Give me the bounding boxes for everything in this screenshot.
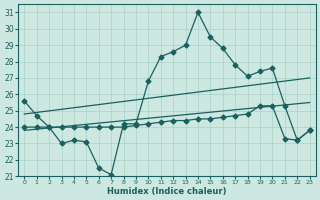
X-axis label: Humidex (Indice chaleur): Humidex (Indice chaleur) (107, 187, 227, 196)
